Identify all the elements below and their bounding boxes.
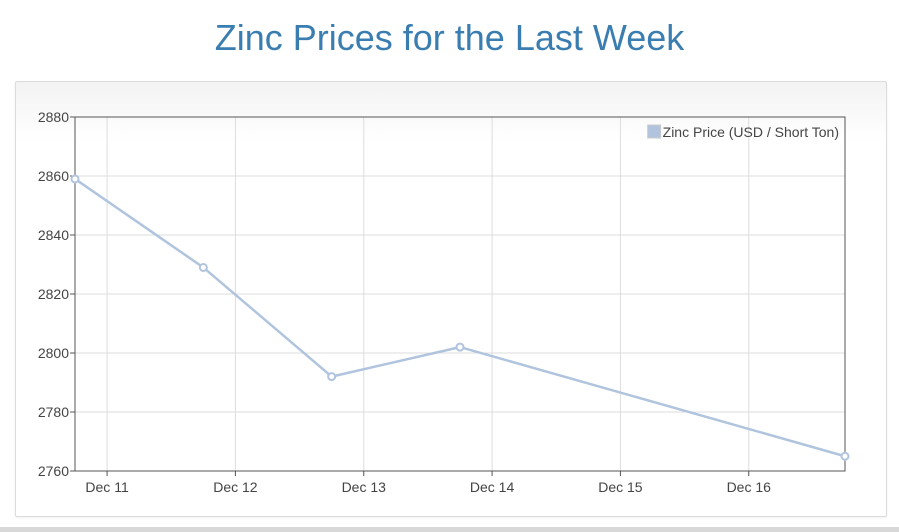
y-tick-label: 2820	[38, 286, 69, 302]
y-tick-label: 2860	[38, 168, 69, 184]
bottom-scrollbar-edge	[0, 527, 899, 532]
data-point[interactable]	[840, 451, 850, 461]
data-point[interactable]	[455, 342, 465, 352]
x-tick-label: Dec 15	[598, 479, 643, 495]
data-point[interactable]	[70, 174, 80, 184]
x-tick-label: Dec 12	[213, 479, 258, 495]
y-tick-label: 2880	[38, 109, 69, 125]
page-title: Zinc Prices for the Last Week	[214, 17, 685, 58]
series-line	[74, 177, 846, 458]
x-tick-label: Dec 14	[470, 479, 515, 495]
legend: Zinc Price (USD / Short Ton)	[647, 124, 839, 140]
x-tick-label: Dec 16	[727, 479, 772, 495]
y-tick-label: 2780	[38, 404, 69, 420]
y-tick-label: 2840	[38, 227, 69, 243]
x-tick-label: Dec 13	[342, 479, 387, 495]
x-tick-label: Dec 11	[85, 479, 129, 495]
series	[70, 174, 850, 461]
y-tick-label: 2800	[38, 345, 69, 361]
legend-swatch	[647, 124, 662, 139]
grid	[75, 116, 845, 472]
y-tick-label: 2760	[38, 463, 69, 479]
plot-area-frame	[74, 116, 846, 472]
legend-label: Zinc Price (USD / Short Ton)	[663, 124, 839, 140]
y-axis-ticks: 2760 2780 2800 2820 2840 2860 2880	[38, 109, 75, 479]
x-axis-ticks: Dec 11 Dec 12 Dec 13 Dec 14 Dec 15 Dec 16	[85, 471, 771, 495]
data-point[interactable]	[327, 372, 337, 382]
chart-panel: 2760 2780 2800 2820 2840 2860 2880 Dec 11 Dec 1…	[15, 81, 887, 517]
data-point[interactable]	[198, 262, 208, 272]
